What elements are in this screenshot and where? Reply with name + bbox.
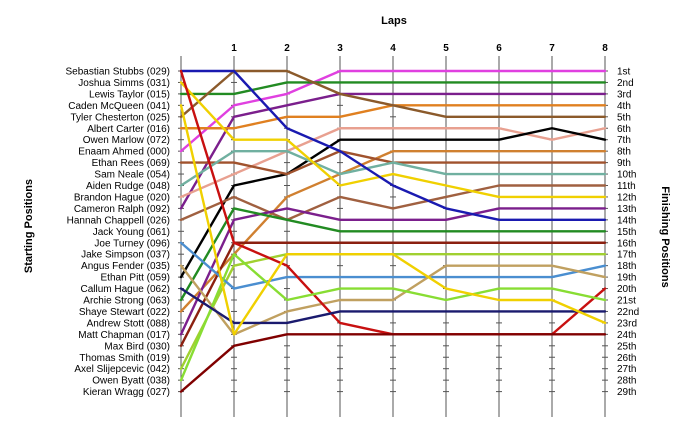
series-line-1 <box>179 69 607 153</box>
starting-position-label: Albert Carter (016) <box>87 124 170 135</box>
starting-position-label: Kieran Wragg (027) <box>83 387 170 398</box>
starting-position-label: Ethan Rees (069) <box>92 158 170 169</box>
finishing-position-label: 15th <box>617 227 636 238</box>
starting-position-labels: Sebastian Stubbs (029)Joshua Simms (031)… <box>65 67 170 399</box>
starting-position-label: Ethan Pitt (059) <box>101 273 170 284</box>
series-line-10 <box>179 149 607 187</box>
starting-position-label: Andrew Stott (088) <box>87 318 170 329</box>
starting-position-label: Shaye Stewart (022) <box>79 307 170 318</box>
x-axis-title: Laps <box>381 15 407 27</box>
series-line-16 <box>179 241 607 347</box>
starting-position-label: Callum Hague (062) <box>81 284 171 295</box>
lap-label-5: 5 <box>443 43 449 54</box>
starting-position-label: Owen Byatt (038) <box>92 376 170 387</box>
lap-grid <box>178 56 608 417</box>
starting-position-label: Cameron Ralph (092) <box>74 204 170 215</box>
series-line-19 <box>179 264 607 336</box>
y-axis-title-left: Starting Positions <box>23 179 35 273</box>
series-line-8 <box>179 149 607 313</box>
finishing-position-label: 21st <box>617 296 636 307</box>
finishing-position-label: 23rd <box>617 318 637 329</box>
starting-position-label: Axel Slijepcevic (042) <box>74 364 170 375</box>
finishing-position-label: 17th <box>617 250 636 261</box>
starting-position-label: Joshua Simms (031) <box>78 78 170 89</box>
starting-position-label: Jack Young (061) <box>93 227 170 238</box>
series-lines <box>179 69 607 393</box>
lap-label-8: 8 <box>602 43 608 54</box>
lap-label-2: 2 <box>284 43 290 54</box>
finishing-position-label: 2nd <box>617 78 634 89</box>
lap-label-3: 3 <box>337 43 343 54</box>
starting-position-label: Sam Neale (054) <box>94 170 170 181</box>
finishing-position-label: 6th <box>617 124 631 135</box>
series-line-23 <box>179 104 607 336</box>
series-line-11 <box>179 184 607 222</box>
series-line-22 <box>179 287 607 325</box>
starting-position-label: Lewis Taylor (015) <box>89 89 170 100</box>
starting-position-label: Brandon Hague (020) <box>74 192 170 203</box>
series-line-13 <box>179 207 607 336</box>
starting-position-label: Owen Marlow (072) <box>83 135 170 146</box>
finishing-position-label: 10th <box>617 170 636 181</box>
series-line-15 <box>179 207 607 302</box>
series-line-5 <box>179 69 607 119</box>
series-line-18 <box>179 241 607 290</box>
series-line-24 <box>179 333 607 393</box>
starting-position-label: Aiden Rudge (048) <box>86 181 170 192</box>
finishing-position-label: 29th <box>617 387 636 398</box>
finishing-position-label: 1st <box>617 67 631 78</box>
y-axis-title-right: Finishing Positions <box>659 186 671 287</box>
finishing-position-label: 22nd <box>617 307 639 318</box>
starting-position-label: Hannah Chappell (026) <box>67 215 170 226</box>
finishing-position-label: 18th <box>617 261 636 272</box>
series-line-21 <box>179 252 607 382</box>
finishing-position-label: 13th <box>617 204 636 215</box>
starting-position-label: Tyler Chesterton (025) <box>71 112 171 123</box>
finishing-position-label: 5th <box>617 112 631 123</box>
finishing-position-label: 11th <box>617 181 636 192</box>
series-line-3 <box>179 92 607 210</box>
finishing-position-label: 12th <box>617 192 636 203</box>
finishing-position-label: 19th <box>617 273 636 284</box>
finishing-position-label: 3rd <box>617 89 631 100</box>
starting-position-label: Archie Strong (063) <box>83 296 170 307</box>
finishing-position-label: 27th <box>617 364 636 375</box>
starting-position-label: Caden McQueen (041) <box>68 101 170 112</box>
lap-label-6: 6 <box>496 43 502 54</box>
starting-position-label: Angus Fender (035) <box>81 261 170 272</box>
finishing-position-label: 20th <box>617 284 636 295</box>
starting-position-label: Enaam Ahmed (000) <box>78 147 170 158</box>
finishing-position-label: 28th <box>617 376 636 387</box>
finishing-position-label: 26th <box>617 353 636 364</box>
finishing-position-labels: 1st2nd3rd4th5th6th7th8th9th10th11th12th1… <box>617 67 639 399</box>
finishing-position-label: 4th <box>617 101 631 112</box>
starting-position-label: Jake Simpson (037) <box>81 250 170 261</box>
finishing-position-label: 8th <box>617 147 631 158</box>
lap-tick-labels: 1 2 3 4 5 6 7 8 <box>231 43 608 54</box>
series-line-12 <box>179 81 607 199</box>
starting-position-label: Sebastian Stubbs (029) <box>65 67 170 78</box>
finishing-position-label: 9th <box>617 158 631 169</box>
lap-label-7: 7 <box>549 43 555 54</box>
starting-position-label: Joe Turney (096) <box>94 238 170 249</box>
lap-label-4: 4 <box>390 43 396 54</box>
finishing-position-label: 25th <box>617 341 636 352</box>
starting-position-label: Max Bird (030) <box>104 341 170 352</box>
series-line-14 <box>179 69 607 222</box>
finishing-position-label: 24th <box>617 330 636 341</box>
finishing-position-label: 7th <box>617 135 631 146</box>
finishing-position-label: 16th <box>617 238 636 249</box>
starting-position-label: Matt Chapman (017) <box>78 330 170 341</box>
starting-position-label: Thomas Smith (019) <box>79 353 170 364</box>
lap-label-1: 1 <box>231 43 237 54</box>
series-line-7 <box>179 127 607 279</box>
finishing-position-label: 14th <box>617 215 636 226</box>
